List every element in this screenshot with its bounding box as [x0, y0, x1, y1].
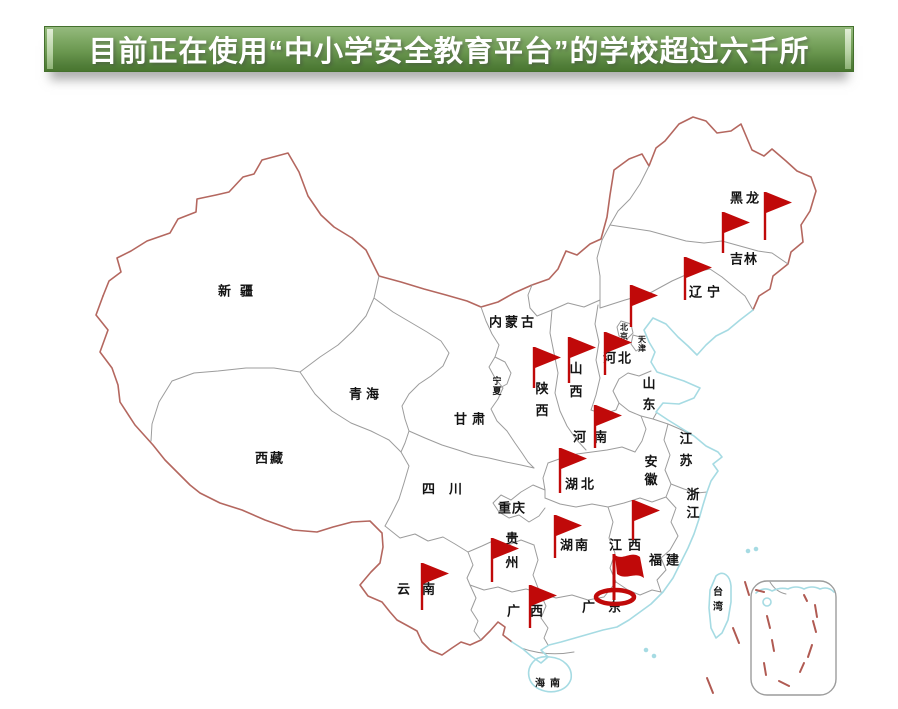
- province-label: 四川: [422, 482, 476, 497]
- province-label: 云南: [397, 582, 447, 597]
- province-label: 湖南: [560, 538, 590, 553]
- province-label: 宁夏: [491, 375, 502, 396]
- province-label: 安徽: [643, 454, 658, 487]
- province-label: 甘肃: [454, 412, 490, 427]
- province-label: 新疆: [218, 284, 262, 299]
- province-label: 山东: [642, 376, 655, 412]
- coastline: [511, 309, 835, 693]
- province-labels: 新疆青海西藏甘肃内蒙古河北河南湖北湖南江西福建重庆四川云南广西广东海南黑龙吉林辽…: [218, 191, 762, 690]
- taiwan-island: [708, 572, 732, 639]
- province-label: 湖北: [565, 477, 597, 492]
- province-flag: [721, 212, 750, 253]
- province-flag: [683, 257, 712, 300]
- province-flag: [558, 448, 587, 493]
- province-label: 黑龙: [730, 191, 762, 206]
- province-label: 福建: [648, 553, 683, 568]
- province-flag: [490, 538, 519, 582]
- province-flag: [763, 192, 792, 240]
- province-label: 北京: [620, 322, 628, 341]
- province-label: 江苏: [679, 431, 692, 468]
- province-flag: [528, 585, 557, 628]
- province-flag: [603, 332, 632, 375]
- province-label: 重庆: [498, 501, 526, 516]
- province-label: 天津: [638, 335, 647, 353]
- province-label: 河南: [573, 430, 615, 445]
- province-label: 吉林: [730, 252, 758, 267]
- province-label: 广西: [507, 604, 553, 619]
- province-label: 浙江: [686, 487, 699, 520]
- province-label: 西藏: [255, 451, 285, 466]
- guangdong-flag-marker: [593, 554, 644, 607]
- province-label: 台湾: [713, 585, 723, 613]
- province-flag: [420, 563, 449, 610]
- province-borders: [150, 165, 789, 655]
- national-border: [95, 116, 817, 656]
- province-flag: [629, 285, 658, 327]
- south-china-sea-inset: [706, 580, 837, 696]
- province-flag: [553, 515, 582, 558]
- province-flag: [593, 405, 622, 448]
- province-label: 辽宁: [689, 285, 725, 300]
- province-label: 青海: [349, 387, 383, 402]
- province-label: 内蒙古: [489, 315, 537, 330]
- province-flag: [532, 347, 561, 388]
- nine-dash-line: [706, 581, 818, 694]
- province-label: 陕西: [535, 381, 549, 418]
- province-flag: [567, 337, 596, 383]
- province-label: 江西: [609, 538, 647, 553]
- banner: 目前正在使用“中小学安全教育平台”的学校超过六千所: [44, 26, 854, 72]
- hainan-island: [527, 655, 573, 693]
- banner-title: 目前正在使用“中小学安全教育平台”的学校超过六千所: [88, 36, 810, 68]
- flag-markers: [420, 192, 792, 628]
- province-label: 河北: [603, 351, 633, 366]
- province-label: 海南: [535, 677, 565, 690]
- province-label: 山西: [569, 361, 582, 399]
- province-label: 贵州: [504, 531, 518, 570]
- province-flag: [631, 500, 660, 540]
